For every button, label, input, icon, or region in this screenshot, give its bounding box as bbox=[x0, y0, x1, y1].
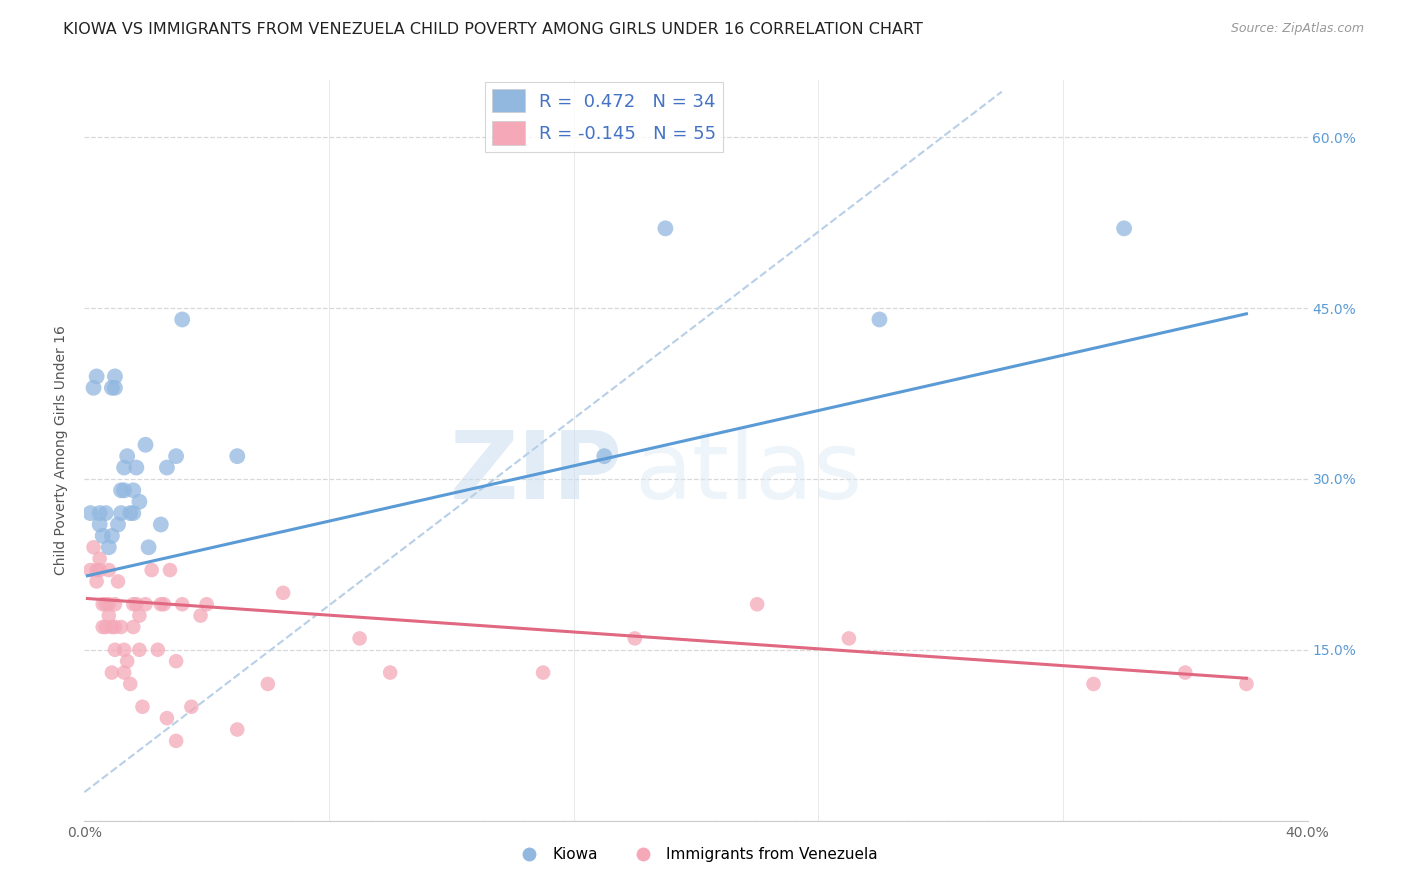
Point bbox=[138, 541, 160, 555]
Point bbox=[624, 632, 647, 646]
Point bbox=[89, 563, 111, 577]
Point bbox=[271, 586, 294, 600]
Point bbox=[79, 563, 101, 577]
Point bbox=[97, 597, 120, 611]
Point bbox=[654, 221, 676, 235]
Point bbox=[141, 563, 163, 577]
Point bbox=[104, 620, 127, 634]
Legend: Kiowa, Immigrants from Venezuela: Kiowa, Immigrants from Venezuela bbox=[508, 841, 884, 869]
Point bbox=[120, 506, 142, 520]
Point bbox=[97, 563, 120, 577]
Point bbox=[107, 574, 129, 589]
Point bbox=[122, 597, 145, 611]
Point bbox=[104, 642, 127, 657]
Point bbox=[838, 632, 860, 646]
Point bbox=[165, 734, 187, 748]
Point bbox=[146, 642, 169, 657]
Point bbox=[226, 449, 249, 463]
Point bbox=[104, 597, 127, 611]
Point bbox=[110, 483, 132, 498]
Point bbox=[120, 677, 142, 691]
Point bbox=[190, 608, 212, 623]
Point bbox=[91, 620, 114, 634]
Point bbox=[110, 620, 132, 634]
Point bbox=[89, 551, 111, 566]
Point bbox=[156, 460, 179, 475]
Point bbox=[172, 312, 194, 326]
Point bbox=[131, 699, 153, 714]
Point bbox=[101, 381, 124, 395]
Point bbox=[226, 723, 249, 737]
Point bbox=[349, 632, 371, 646]
Point bbox=[128, 642, 150, 657]
Point bbox=[128, 494, 150, 508]
Point bbox=[1174, 665, 1197, 680]
Text: Source: ZipAtlas.com: Source: ZipAtlas.com bbox=[1230, 22, 1364, 36]
Point bbox=[89, 506, 111, 520]
Point bbox=[165, 654, 187, 668]
Point bbox=[112, 460, 135, 475]
Point bbox=[135, 597, 157, 611]
Point bbox=[122, 506, 145, 520]
Point bbox=[104, 369, 127, 384]
Point bbox=[112, 483, 135, 498]
Point bbox=[172, 597, 194, 611]
Point bbox=[122, 620, 145, 634]
Point bbox=[593, 449, 616, 463]
Point bbox=[83, 541, 105, 555]
Point bbox=[94, 597, 117, 611]
Point bbox=[115, 654, 138, 668]
Point bbox=[1083, 677, 1105, 691]
Point bbox=[869, 312, 891, 326]
Point bbox=[94, 620, 117, 634]
Point bbox=[89, 517, 111, 532]
Point bbox=[86, 563, 108, 577]
Point bbox=[97, 541, 120, 555]
Point bbox=[747, 597, 769, 611]
Point bbox=[257, 677, 280, 691]
Point bbox=[149, 517, 172, 532]
Point bbox=[112, 642, 135, 657]
Point bbox=[128, 608, 150, 623]
Point bbox=[125, 597, 148, 611]
Text: atlas: atlas bbox=[636, 426, 863, 518]
Point bbox=[86, 574, 108, 589]
Point bbox=[195, 597, 218, 611]
Point bbox=[1114, 221, 1136, 235]
Point bbox=[180, 699, 202, 714]
Point bbox=[94, 506, 117, 520]
Point bbox=[159, 563, 181, 577]
Point bbox=[380, 665, 402, 680]
Point bbox=[101, 529, 124, 543]
Point bbox=[101, 665, 124, 680]
Point bbox=[104, 381, 127, 395]
Text: KIOWA VS IMMIGRANTS FROM VENEZUELA CHILD POVERTY AMONG GIRLS UNDER 16 CORRELATIO: KIOWA VS IMMIGRANTS FROM VENEZUELA CHILD… bbox=[63, 22, 924, 37]
Y-axis label: Child Poverty Among Girls Under 16: Child Poverty Among Girls Under 16 bbox=[55, 326, 69, 575]
Point bbox=[101, 620, 124, 634]
Point bbox=[149, 597, 172, 611]
Point bbox=[1236, 677, 1258, 691]
Point bbox=[112, 665, 135, 680]
Point bbox=[135, 438, 157, 452]
Point bbox=[107, 517, 129, 532]
Point bbox=[91, 529, 114, 543]
Point bbox=[156, 711, 179, 725]
Point bbox=[110, 506, 132, 520]
Point bbox=[125, 460, 148, 475]
Point bbox=[153, 597, 176, 611]
Point bbox=[91, 597, 114, 611]
Point bbox=[115, 449, 138, 463]
Text: ZIP: ZIP bbox=[450, 426, 623, 518]
Point bbox=[97, 608, 120, 623]
Point bbox=[122, 483, 145, 498]
Point bbox=[83, 381, 105, 395]
Point bbox=[165, 449, 187, 463]
Point bbox=[86, 369, 108, 384]
Point bbox=[79, 506, 101, 520]
Point bbox=[531, 665, 554, 680]
